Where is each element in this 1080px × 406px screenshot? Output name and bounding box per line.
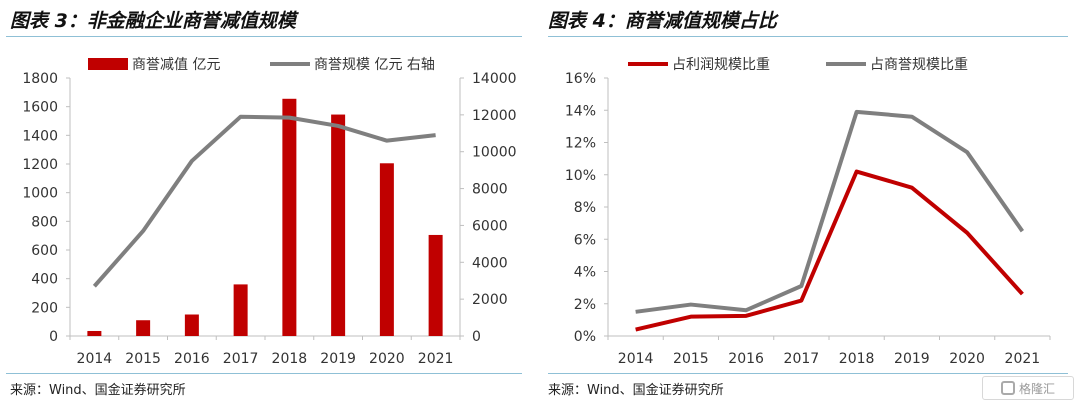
legend-swatch-bar (88, 58, 128, 70)
source-divider (548, 373, 1068, 374)
x-tick-label: 2015 (673, 351, 709, 367)
x-tick-label: 2021 (1005, 351, 1041, 367)
right-y-tick-label: 4000 (472, 255, 508, 271)
x-tick-label: 2018 (272, 351, 308, 367)
bar (282, 98, 297, 337)
y-tick-label: 14% (565, 103, 596, 119)
logo-icon (1000, 381, 1015, 395)
right-y-tick-label: 12000 (472, 108, 517, 124)
right-y-tick-label: 2000 (472, 292, 508, 308)
right-y-tick-label: 14000 (472, 71, 517, 87)
y-tick-label: 0% (574, 329, 596, 345)
watermark-text: 格隆汇 (1018, 381, 1055, 396)
bar (87, 330, 102, 336)
legend-label: 商誉减值 亿元 (132, 57, 220, 73)
legend-label: 占利润规模比重 (672, 57, 770, 73)
legend-label: 商誉规模 亿元 右轴 (314, 57, 435, 73)
y-tick-label: 2% (574, 297, 596, 313)
right-chart-panel: 图表 4：商誉减值规模占比 0% 2% 4% 6% 8% 10% 12% 14% 16% 2014… (548, 0, 1080, 406)
left-y-tick-label: 1000 (22, 186, 58, 202)
left-y-tick-label: 200 (31, 300, 58, 316)
left-y-tick-label: 1400 (22, 128, 58, 144)
left-y-tick-label: 1200 (22, 157, 58, 173)
goodwill-impairment-chart: 0 200 400 600 800 1000 1200 1400 1600 1800 0 2000 40… (22, 57, 517, 367)
x-tick-label: 2015 (125, 351, 161, 367)
x-tick-label: 2017 (223, 351, 259, 367)
title-divider (548, 36, 1068, 37)
title-divider (6, 36, 522, 37)
x-tick-label: 2020 (949, 351, 985, 367)
y-tick-label: 12% (565, 136, 596, 152)
y-tick-label: 6% (574, 232, 596, 248)
right-y-tick-label: 6000 (472, 218, 508, 234)
left-y-tick-label: 800 (31, 214, 58, 230)
y-tick-label: 10% (565, 168, 596, 184)
bar (136, 320, 151, 336)
right-y-tick-label: 8000 (472, 182, 508, 198)
source-divider (6, 373, 522, 374)
right-y-tick-label: 10000 (472, 145, 517, 161)
left-y-tick-label: 1800 (22, 71, 58, 87)
bar (428, 234, 443, 336)
x-tick-label: 2020 (369, 351, 405, 367)
y-tick-label: 16% (565, 71, 596, 87)
watermark-logo: 格隆汇 (982, 376, 1074, 400)
y-tick-label: 4% (574, 265, 596, 281)
impairment-ratio-chart: 0% 2% 4% 6% 8% 10% 12% 14% 16% 2014 2015 2016 2017 20… (565, 57, 1051, 367)
chart-title: 图表 3：非金融企业商誉减值规模 (10, 10, 296, 32)
series-line (635, 109, 1025, 314)
left-y-tick-label: 600 (31, 243, 58, 259)
left-y-tick-label: 0 (49, 329, 58, 345)
bar (233, 284, 248, 336)
x-tick-label: 2016 (728, 351, 764, 367)
x-tick-label: 2018 (839, 351, 875, 367)
bar (184, 314, 199, 336)
x-tick-label: 2014 (618, 351, 654, 367)
x-tick-label: 2016 (174, 351, 210, 367)
left-y-tick-label: 1600 (22, 100, 58, 116)
source-note: 来源：Wind、国金证券研究所 (10, 383, 186, 398)
source-note: 来源：Wind、国金证券研究所 (548, 383, 724, 398)
y-tick-label: 8% (574, 200, 596, 216)
legend-label: 占商誉规模比重 (870, 57, 968, 73)
x-tick-label: 2014 (77, 351, 113, 367)
x-tick-label: 2021 (418, 351, 454, 367)
right-y-tick-label: 0 (472, 329, 481, 345)
series-line (92, 114, 436, 288)
bar (331, 114, 346, 336)
series-line (635, 169, 1024, 332)
left-chart-panel: 图表 3：非金融企业商誉减值规模 0 200 400 600 800 1000 1200 14… (0, 0, 530, 406)
left-y-tick-label: 400 (31, 272, 58, 288)
x-tick-label: 2017 (784, 351, 820, 367)
chart-title: 图表 4：商誉减值规模占比 (548, 10, 777, 32)
bar (379, 163, 394, 336)
x-tick-label: 2019 (320, 351, 356, 367)
x-tick-label: 2019 (894, 351, 930, 367)
